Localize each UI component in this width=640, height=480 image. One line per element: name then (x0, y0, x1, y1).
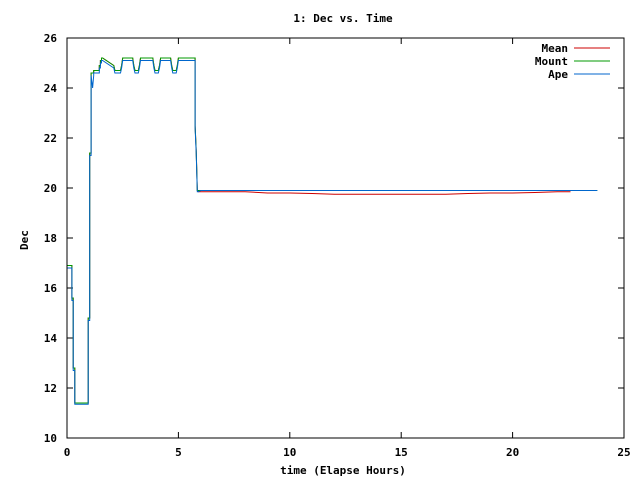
legend-label-ape: Ape (548, 68, 568, 81)
x-tick-label: 15 (395, 446, 408, 459)
series-line-mean (67, 57, 571, 404)
y-tick-label: 18 (44, 232, 57, 245)
y-tick-label: 20 (44, 182, 57, 195)
x-tick-label: 5 (175, 446, 182, 459)
y-axis-label: Dec (18, 230, 31, 250)
chart-title: 1: Dec vs. Time (293, 12, 393, 25)
y-tick-label: 10 (44, 432, 57, 445)
series-line-ape (67, 60, 598, 405)
legend-label-mount: Mount (535, 55, 568, 68)
y-tick-label: 26 (44, 32, 58, 45)
y-tick-label: 24 (44, 82, 58, 95)
x-tick-label: 25 (617, 446, 630, 459)
x-axis-label: time (Elapse Hours) (280, 464, 406, 477)
y-tick-label: 14 (44, 332, 58, 345)
y-tick-label: 22 (44, 132, 57, 145)
series-lines (67, 57, 598, 405)
x-tick-label: 10 (283, 446, 296, 459)
plot-frame (66, 37, 625, 439)
legend-label-mean: Mean (542, 42, 569, 55)
y-tick-label: 16 (44, 282, 58, 295)
axis-ticks: 0 5 10 15 20 25 10 12 14 16 18 20 22 24 26 (44, 32, 631, 459)
y-tick-label: 12 (44, 382, 57, 395)
x-tick-label: 0 (64, 446, 71, 459)
x-tick-label: 20 (506, 446, 519, 459)
series-line-mount (67, 57, 598, 404)
